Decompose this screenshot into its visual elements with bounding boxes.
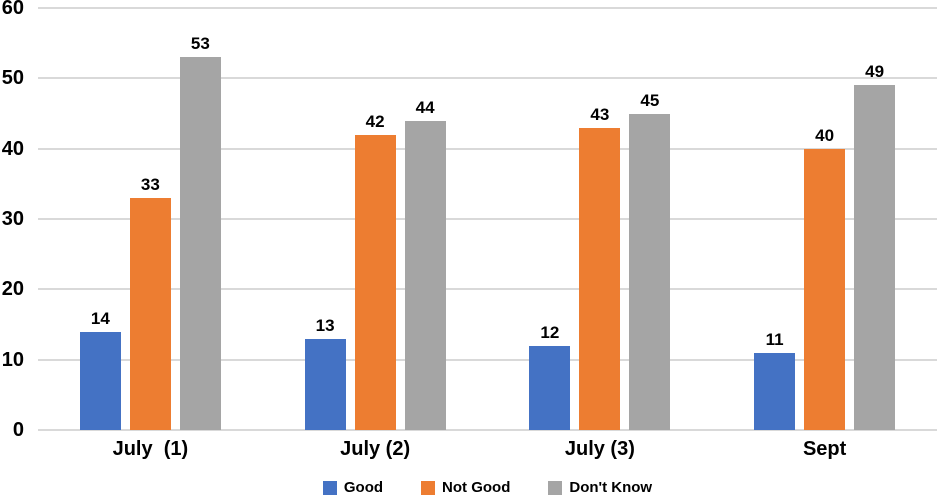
bar-not-good — [354, 134, 396, 430]
y-axis-tick-label: 30 — [1, 208, 24, 230]
y-axis: 0 10 20 30 40 50 60 — [0, 0, 24, 440]
bar-not-good — [804, 148, 846, 430]
bar-value-label: 42 — [365, 111, 385, 131]
x-axis-category-label: Sept — [802, 438, 847, 460]
legend-label: Good — [343, 479, 384, 496]
y-axis-tick-label: 0 — [12, 419, 24, 441]
gridline — [38, 429, 937, 431]
bar-value-label: 13 — [315, 315, 335, 335]
bar-value-label: 33 — [140, 174, 160, 194]
bar-value-label: 14 — [90, 308, 110, 328]
bar-wrap: 12 — [529, 322, 571, 430]
bar-wrap: 14 — [79, 308, 121, 430]
bar-wrap: 13 — [304, 315, 346, 430]
bar-don-t-know — [854, 85, 896, 430]
x-axis: July (1) July (2) July (3) Sept — [38, 437, 937, 461]
legend-label: Not Good — [442, 479, 511, 496]
x-axis-category-label: July (1) — [112, 438, 189, 460]
legend-swatch-icon — [322, 481, 337, 495]
legend-label: Don't Know — [569, 479, 653, 496]
bar-don-t-know — [404, 120, 446, 430]
bar-group: 13 42 44 — [263, 8, 488, 430]
bar-don-t-know — [179, 57, 221, 430]
bar-wrap: 33 — [129, 174, 171, 430]
legend-item: Good — [322, 479, 384, 496]
bar-good — [529, 345, 571, 430]
bar-good — [754, 352, 796, 430]
gridline — [38, 218, 937, 220]
bar-wrap: 42 — [354, 111, 396, 430]
gridline — [38, 77, 937, 80]
bar-value-label: 45 — [640, 90, 660, 110]
bar-not-good — [579, 127, 621, 430]
y-axis-tick-label: 10 — [1, 348, 24, 371]
bar-value-label: 43 — [590, 104, 610, 124]
gridline — [38, 358, 937, 361]
x-axis-category-label: July (2) — [340, 438, 411, 460]
x-axis-category-label: July (3) — [564, 438, 635, 460]
bar-good — [79, 331, 121, 430]
bar-group: 14 33 53 — [38, 8, 263, 430]
y-axis-tick-label: 20 — [1, 278, 24, 301]
bar-wrap: 49 — [854, 62, 896, 430]
bar-don-t-know — [629, 113, 671, 430]
bar-group: 12 43 45 — [488, 8, 713, 430]
y-axis-tick-label: 40 — [1, 137, 24, 160]
gridline — [38, 7, 937, 9]
y-axis-tick-label: 60 — [1, 0, 24, 19]
bar-value-label: 53 — [190, 34, 210, 54]
bar-value-label: 40 — [815, 125, 835, 145]
bar-good — [304, 338, 346, 430]
plot-area: 14 33 53 13 42 44 12 43 45 11 40 49 — [38, 7, 937, 431]
bar-not-good — [129, 197, 171, 430]
legend-item: Not Good — [421, 480, 510, 496]
bar-value-label: 12 — [540, 322, 560, 342]
bar-group: 11 40 49 — [712, 8, 937, 430]
bar-wrap: 45 — [629, 90, 671, 430]
bar-wrap: 11 — [754, 329, 796, 430]
bar-wrap: 40 — [804, 125, 846, 430]
legend: Good Not Good Don't Know — [38, 480, 937, 496]
gridline — [38, 288, 937, 291]
legend-swatch-icon — [548, 481, 563, 495]
y-axis-tick-label: 50 — [1, 67, 24, 90]
bar-value-label: 44 — [415, 97, 435, 117]
legend-swatch-icon — [421, 481, 436, 495]
bar-value-label: 49 — [865, 62, 885, 82]
bar-wrap: 44 — [404, 97, 446, 430]
bars-layer: 14 33 53 13 42 44 12 43 45 11 40 49 — [38, 8, 937, 430]
bar-wrap: 53 — [179, 34, 221, 430]
bar-wrap: 43 — [579, 104, 621, 430]
bar-value-label: 11 — [765, 329, 784, 349]
legend-item: Don't Know — [548, 480, 652, 496]
gridline — [38, 147, 937, 150]
